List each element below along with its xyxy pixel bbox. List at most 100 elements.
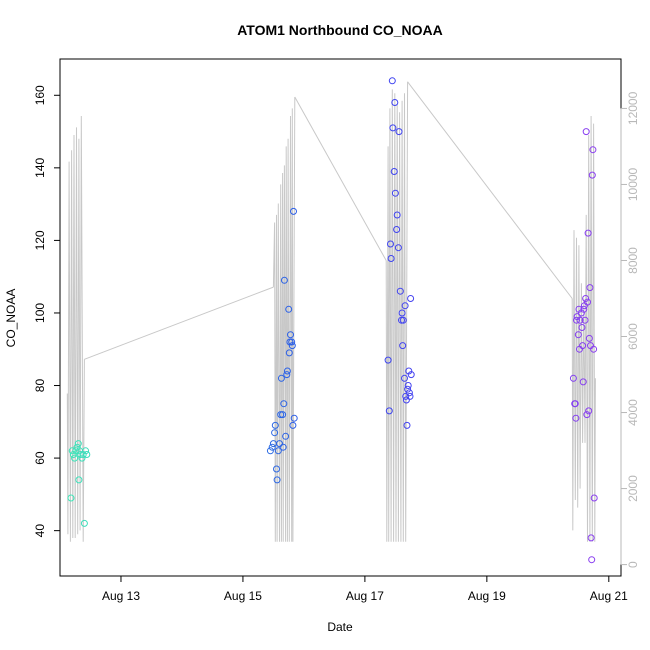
data-point (276, 440, 283, 448)
data-point (586, 284, 594, 292)
data-point (583, 411, 591, 419)
data-point (579, 378, 587, 386)
data-point (73, 443, 81, 451)
data-point (74, 440, 82, 448)
y-tick-label: 100 (33, 303, 47, 323)
x-tick-label: Aug 19 (468, 589, 506, 603)
data-point (79, 451, 87, 458)
data-point (288, 338, 296, 346)
data-point (588, 171, 596, 179)
data-point (273, 465, 280, 473)
x-tick-label: Aug 15 (224, 589, 262, 603)
data-point (406, 392, 414, 400)
data-point (578, 324, 586, 331)
data-point (72, 447, 80, 455)
data-point (396, 287, 404, 295)
data-point (571, 400, 579, 408)
data-point (385, 407, 393, 415)
y2-tick-label: 2000 (626, 475, 640, 502)
x-axis: Aug 13 Aug 15 Aug 17 Aug 19 Aug 21 (102, 575, 628, 603)
data-point (68, 447, 76, 455)
chart-title: ATOM1 Northbound CO_NOAA (237, 22, 443, 38)
data-point (398, 309, 406, 317)
data-point (407, 295, 415, 302)
altitude-line-segment (294, 96, 387, 261)
y2-tick-label: 6000 (626, 323, 640, 350)
y-tick-label: 160 (33, 85, 47, 105)
y-tick-label: 120 (33, 230, 47, 250)
data-point (391, 99, 399, 106)
y-axis: 40 60 80 100 120 140 160 (33, 85, 61, 537)
data-point (588, 556, 596, 564)
data-point (271, 421, 279, 429)
altitude-line-segment (407, 81, 573, 299)
data-point (393, 211, 401, 219)
co-noaa-series (67, 77, 598, 564)
y-tick-label: 80 (33, 379, 47, 393)
plot-frame (59, 58, 622, 577)
data-point (404, 382, 412, 389)
data-point (399, 316, 407, 324)
y2-tick-label: 8000 (626, 247, 640, 274)
data-point (584, 229, 592, 237)
data-point (395, 128, 403, 136)
data-point (290, 414, 298, 422)
data-point (388, 77, 396, 85)
data-point (573, 316, 580, 324)
altitude-line-segment (84, 286, 274, 360)
y2-tick-label: 4000 (626, 399, 640, 426)
x-axis-label: Date (327, 620, 353, 634)
data-point (390, 168, 398, 175)
data-point (277, 411, 285, 419)
y2-tick-label: 10000 (626, 167, 640, 201)
data-point (401, 374, 408, 382)
data-point (280, 400, 288, 408)
data-point (83, 451, 91, 458)
data-point (403, 421, 411, 429)
data-point (280, 276, 288, 284)
data-point (585, 407, 593, 415)
data-point (589, 146, 597, 154)
data-point (582, 128, 590, 136)
data-point (384, 356, 392, 364)
data-point (577, 309, 585, 317)
data-point (283, 371, 291, 379)
data-point (287, 331, 294, 339)
altitude-line-segment (571, 115, 596, 542)
data-point (80, 519, 88, 527)
data-point (285, 349, 293, 357)
data-point (580, 305, 588, 313)
y2-tick-label: 12000 (626, 91, 640, 125)
data-point (402, 392, 410, 400)
x-tick-label: Aug 17 (346, 589, 384, 603)
data-point (590, 345, 598, 353)
data-point (585, 334, 593, 342)
data-point (394, 244, 402, 252)
data-point (404, 385, 412, 393)
data-point (399, 342, 407, 350)
data-point (405, 367, 413, 375)
data-point (67, 494, 75, 502)
data-point (590, 494, 598, 502)
x-tick-label: Aug 13 (102, 589, 140, 603)
y2-tick-label: 0 (626, 561, 640, 568)
data-point (405, 389, 413, 397)
data-point (584, 298, 591, 306)
data-point (279, 443, 287, 451)
data-point (283, 367, 291, 375)
data-point (268, 443, 276, 451)
y2-axis: 0 2000 4000 6000 8000 10000 12000 (620, 91, 640, 568)
data-point (389, 124, 397, 132)
x-tick-label: Aug 21 (590, 589, 628, 603)
altitude-line-segment (66, 115, 85, 542)
data-point (71, 454, 79, 462)
data-point (273, 476, 281, 484)
y-axis-label: CO_NOAA (4, 289, 18, 348)
data-point (271, 429, 279, 437)
data-point (266, 447, 274, 455)
data-point (277, 374, 285, 382)
data-point (569, 374, 577, 382)
data-point (574, 331, 582, 339)
data-point (387, 255, 395, 262)
data-point (282, 432, 290, 440)
